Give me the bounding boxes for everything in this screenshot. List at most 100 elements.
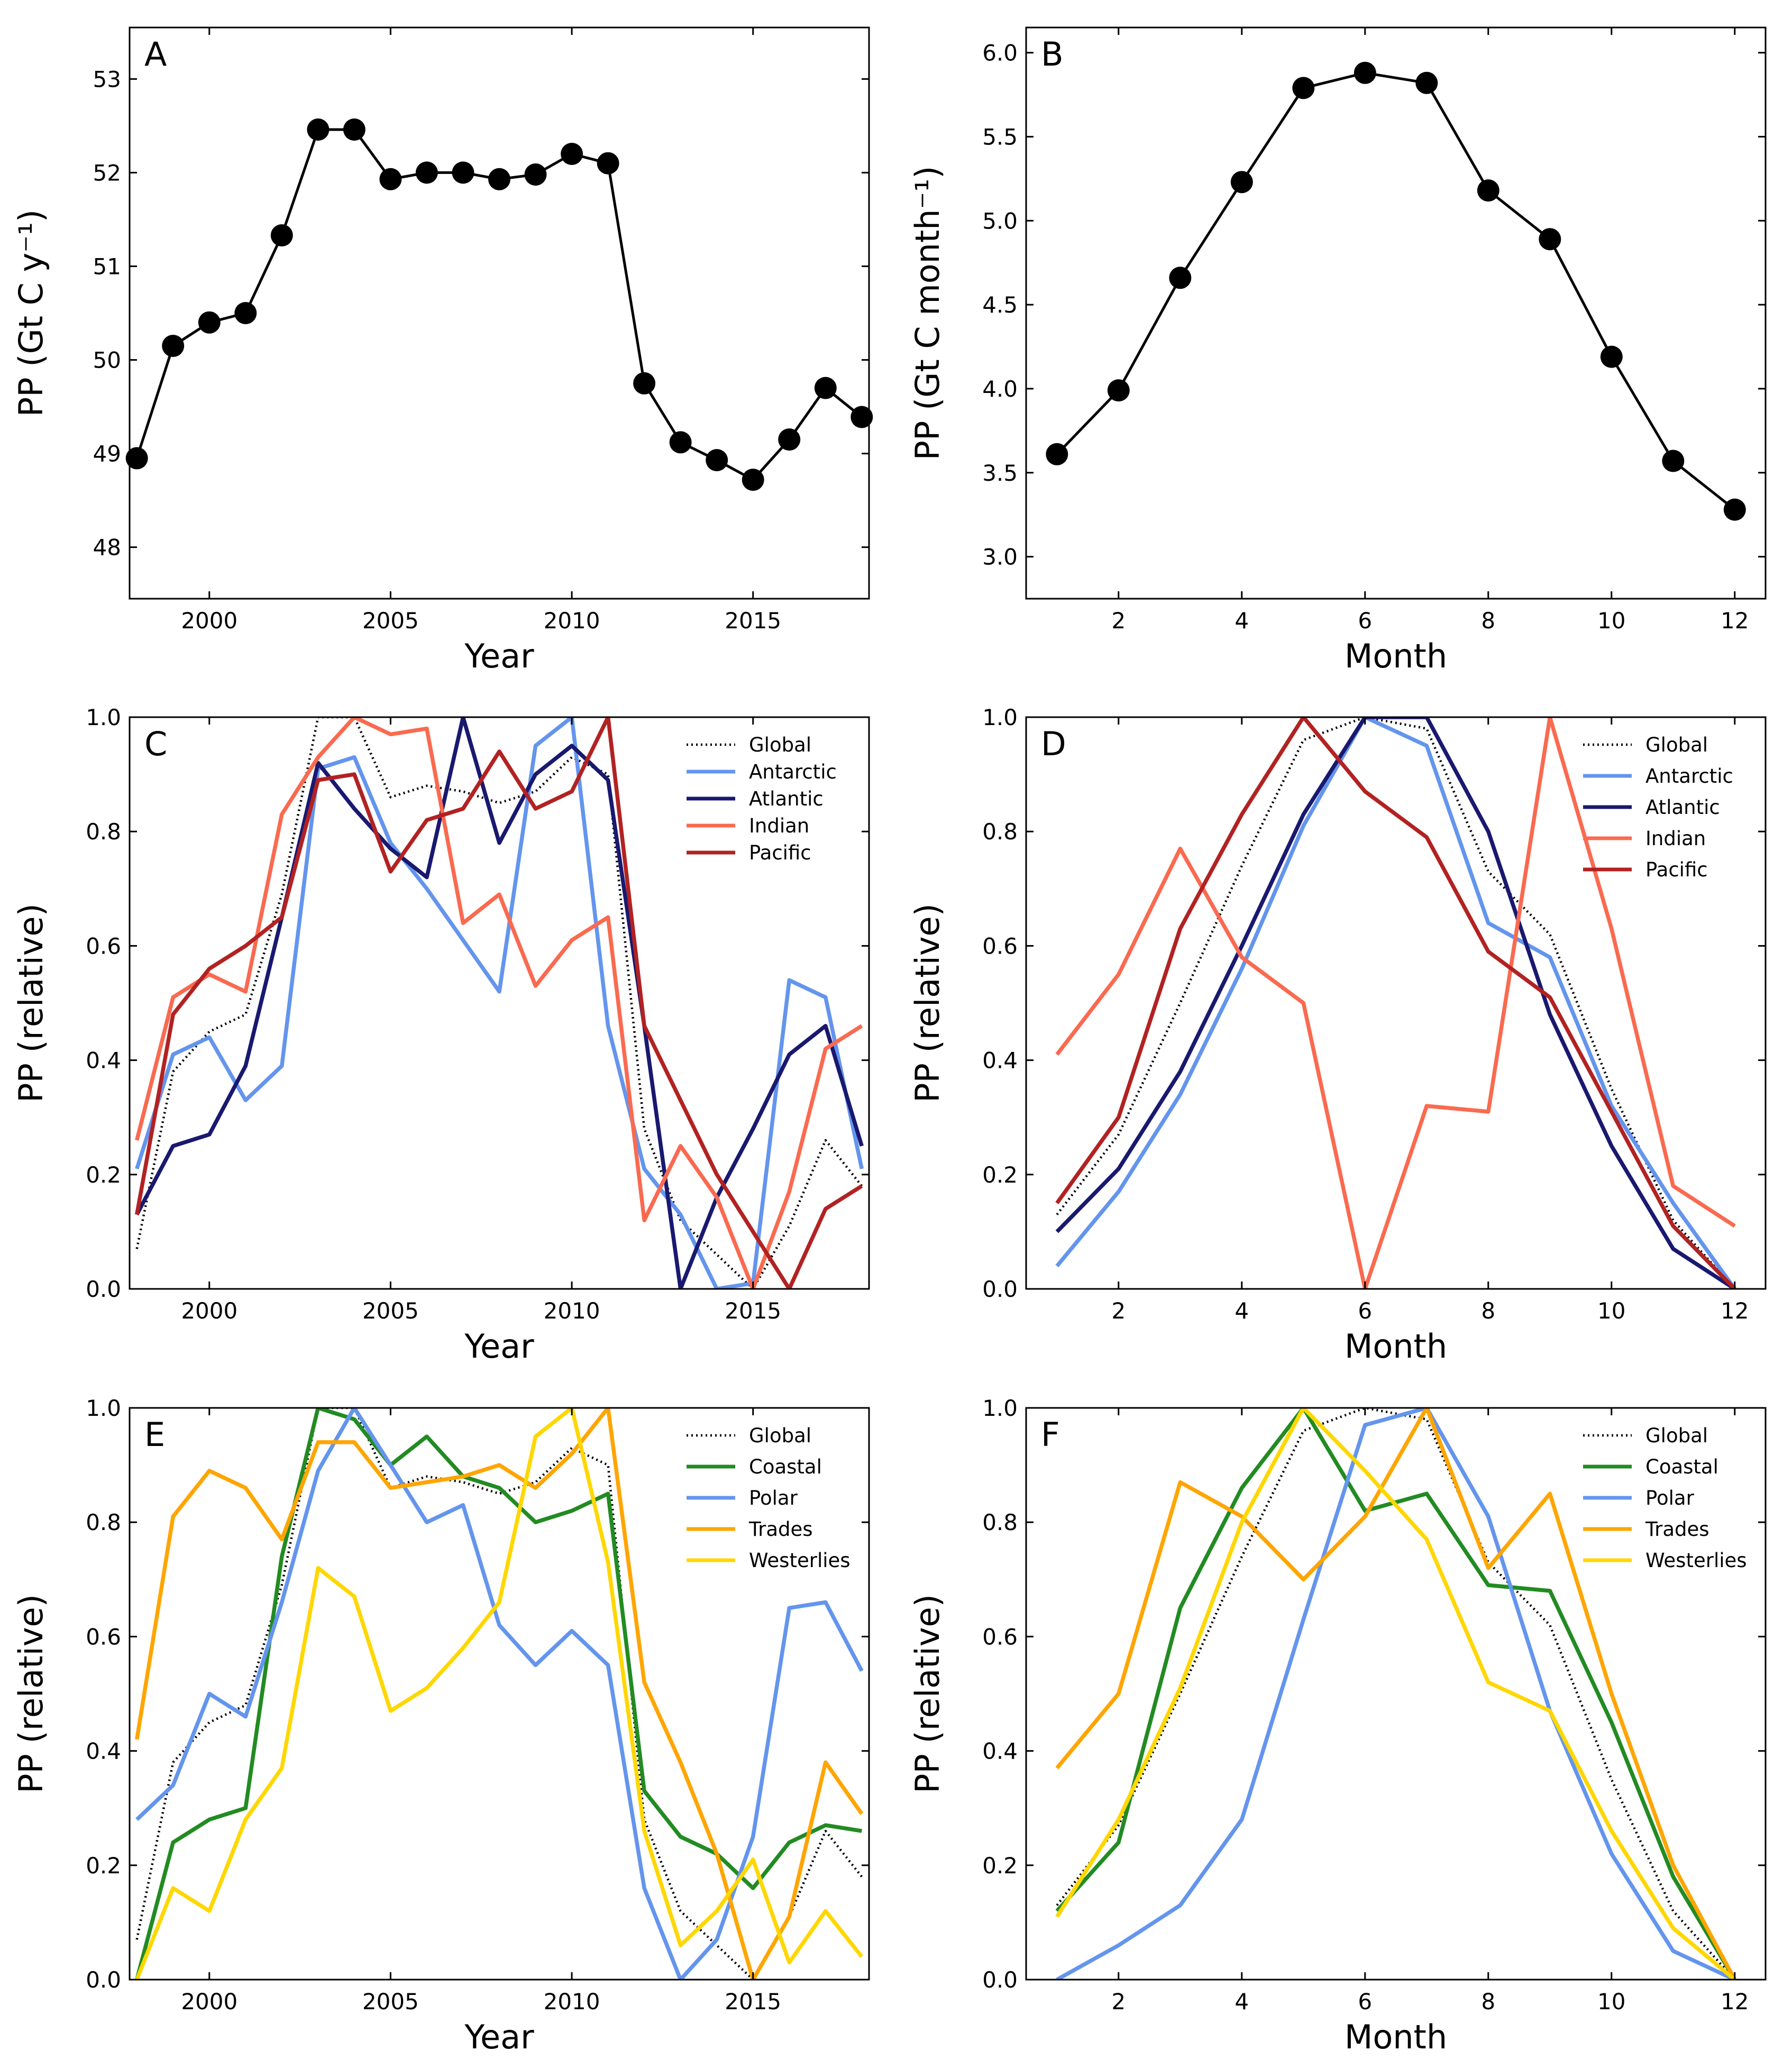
y-tick-label: 0.0 xyxy=(86,1276,121,1302)
legend-label-pacific: Pacific xyxy=(749,841,811,864)
data-point xyxy=(706,449,728,471)
data-point xyxy=(633,372,656,395)
x-tick-label: 2005 xyxy=(362,1989,419,2015)
x-axis-label: Month xyxy=(1345,1327,1447,1366)
x-tick-label: 2010 xyxy=(544,1989,600,2015)
y-tick-label: 1.0 xyxy=(86,1395,121,1421)
panel-label: E xyxy=(144,1415,165,1454)
legend-label-pacific: Pacific xyxy=(1645,858,1708,881)
axes-frame xyxy=(1025,26,1767,600)
y-tick-label: 1.0 xyxy=(982,704,1018,730)
series-group xyxy=(134,1408,864,1980)
panel-D: 2 4 6 8 10 12 0.0 0.2 0.4 0.6 0.8 1.0 Month PP (relat… xyxy=(908,704,1767,1366)
y-tick-label: 0.2 xyxy=(86,1853,121,1879)
y-tick-label: 0.6 xyxy=(86,933,121,959)
series-line-polar xyxy=(1056,1408,1736,1980)
data-point xyxy=(415,161,438,184)
data-point xyxy=(1107,379,1130,402)
axes-frame xyxy=(129,716,870,1290)
legend-label-antarctic: Antarctic xyxy=(749,761,837,783)
data-point xyxy=(234,302,257,324)
data-point xyxy=(270,224,293,246)
legend: Global Coastal Polar Trades Westerlies xyxy=(687,1424,851,1572)
y-tick-label: 0.2 xyxy=(982,1853,1018,1879)
y-tick-label: 0.8 xyxy=(982,819,1018,845)
panel-label: C xyxy=(144,725,167,763)
legend-label-global: Global xyxy=(749,1424,811,1447)
data-point xyxy=(742,469,764,491)
series-line-global xyxy=(1056,1408,1736,1980)
data-point xyxy=(162,335,185,357)
x-axis-label: Year xyxy=(464,1327,534,1366)
x-tick-label: 6 xyxy=(1358,608,1372,634)
y-axis-label: PP (relative) xyxy=(12,1594,50,1793)
y-tick-label: 4.0 xyxy=(982,376,1018,402)
y-tick-label: 3.5 xyxy=(982,460,1018,486)
series-group xyxy=(1055,1408,1737,1980)
data-point xyxy=(851,406,873,428)
x-tick-label: 10 xyxy=(1597,1298,1625,1324)
legend-label-trades: Trades xyxy=(1645,1518,1709,1541)
x-tick-label: 12 xyxy=(1721,1989,1749,2015)
data-point xyxy=(778,428,801,451)
legend-label-atlantic: Atlantic xyxy=(749,788,824,810)
x-tick-label: 2000 xyxy=(181,1989,237,2015)
legend-label-global: Global xyxy=(1645,1424,1708,1447)
y-tick-label: 1.0 xyxy=(982,1395,1018,1421)
x-tick-label: 2 xyxy=(1111,608,1126,634)
data-point xyxy=(524,163,547,186)
x-tick-label: 6 xyxy=(1358,1298,1372,1324)
series-line-westerlies xyxy=(1055,1408,1736,1980)
y-tick-label: 0.2 xyxy=(86,1162,121,1188)
data-point xyxy=(125,447,148,470)
x-tick-label: 2010 xyxy=(544,1298,600,1324)
series-line-antarctic xyxy=(1055,717,1736,1289)
data-point xyxy=(1415,71,1438,94)
y-tick-label: 5.0 xyxy=(982,208,1018,234)
data-point xyxy=(669,431,692,454)
x-tick-label: 8 xyxy=(1481,608,1495,634)
data-point xyxy=(452,161,474,184)
y-tick-label: 4.5 xyxy=(982,292,1018,318)
panel-E: 2000 2005 2010 2015 0.0 0.2 0.4 0.6 0.8 1.0 Year PP… xyxy=(12,1395,870,2056)
x-tick-label: 4 xyxy=(1235,608,1249,634)
y-tick-label: 53 xyxy=(93,66,121,92)
data-point xyxy=(379,168,402,190)
x-tick-label: 10 xyxy=(1597,1989,1625,2015)
legend-label-westerlies: Westerlies xyxy=(1645,1549,1747,1572)
panel-label: D xyxy=(1041,725,1066,763)
panel-label: A xyxy=(144,35,167,74)
panel-A: 2000 2005 2010 2015 48 49 50 51 52 53 Year PP (Gt C… xyxy=(12,26,873,675)
x-tick-label: 2 xyxy=(1111,1989,1126,2015)
data-point xyxy=(198,311,221,334)
y-tick-label: 0.4 xyxy=(982,1738,1018,1764)
panel-B: 2 4 6 8 10 12 3.0 3.5 4.0 4.5 5.0 5.5 6.0 Month PP (Gt… xyxy=(908,26,1767,675)
series-line-westerlies xyxy=(135,1408,864,1980)
x-axis-label: Year xyxy=(464,2018,534,2056)
y-tick-label: 0.0 xyxy=(982,1967,1018,1993)
data-point xyxy=(1230,171,1253,194)
series-line-trades xyxy=(134,1408,864,1980)
x-tick-label: 12 xyxy=(1721,608,1749,634)
x-tick-label: 8 xyxy=(1481,1989,1495,2015)
y-axis-label: PP (Gt C month⁻¹) xyxy=(908,166,947,461)
data-point xyxy=(1046,443,1068,465)
y-axis-label: PP (relative) xyxy=(12,903,50,1103)
panel-C: 2000 2005 2010 2015 0.0 0.2 0.4 0.6 0.8 1.0 Year PP… xyxy=(12,704,870,1366)
y-tick-label: 0.8 xyxy=(86,819,121,845)
panel-label: B xyxy=(1041,35,1064,74)
y-tick-label: 0.8 xyxy=(86,1509,121,1535)
x-axis-label: Year xyxy=(464,637,534,675)
legend-label-trades: Trades xyxy=(748,1518,813,1541)
legend-label-global: Global xyxy=(749,734,811,756)
y-tick-label: 0.6 xyxy=(86,1624,121,1650)
y-axis-label: PP (relative) xyxy=(908,1594,947,1793)
y-tick-label: 52 xyxy=(93,160,121,186)
y-tick-label: 5.5 xyxy=(982,124,1018,150)
data-point xyxy=(307,118,330,141)
data-point xyxy=(814,377,837,399)
y-tick-label: 51 xyxy=(93,253,121,279)
series-line-indian xyxy=(135,717,863,1289)
y-tick-label: 0.6 xyxy=(982,1624,1018,1650)
legend-label-polar: Polar xyxy=(749,1487,798,1509)
